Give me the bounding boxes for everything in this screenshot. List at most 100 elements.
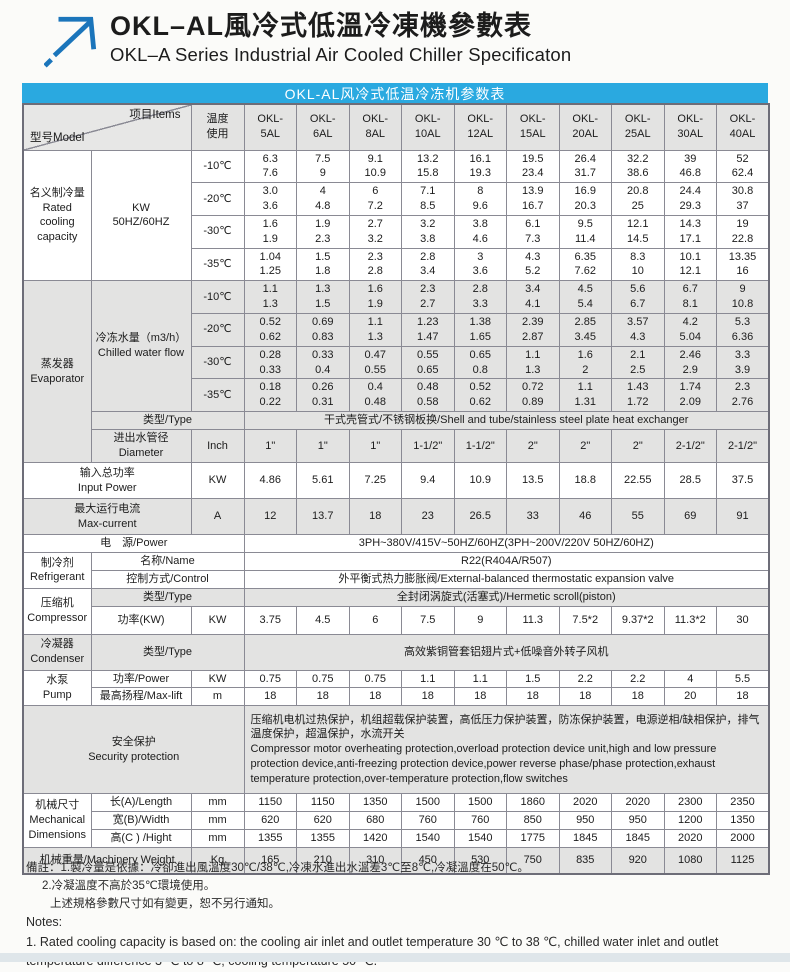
length-label: 长(A)/Length [90,793,192,813]
value-cell: 33 [506,498,560,536]
value-cell: 1.23 1.47 [401,312,455,347]
value-cell: 7.25 [348,462,402,500]
value-cell: 18 [453,687,507,707]
model-items-header-cell: 型号Model 项目Items [22,103,192,151]
security-value-zh: 压缩机电机过热保护，机组超载保护装置，高低压力保护装置，防冻保护装置，电源逆相/… [250,713,760,741]
evap-type-value: 干式壳管式/不锈钢板换/Shell and tube/stainless ste… [243,411,770,431]
evaporator-row: -35℃ 0.18 0.22 0.26 0.31 0.4 0.48 0.48 0.58… [23,378,770,413]
security-value: 压缩机电机过热保护，机组超载保护装置，高低压力保护装置，防冻保护装置，电源逆相/… [243,705,770,795]
value-cell: 23 [401,498,455,536]
value-cell: 2.8 3.4 [401,247,455,282]
condenser-type-label: 类型/Type [90,633,245,671]
value-cell: 22.55 [611,462,665,500]
value-cell: 19 22.8 [716,214,770,249]
value-cell: 3.4 4.1 [506,280,560,314]
value-cell: 2.8 3.3 [453,280,507,314]
value-cell: 0.69 0.83 [296,312,350,347]
value-cell: OKL- 8AL [348,103,402,151]
value-cell: 3.2 3.8 [401,214,455,249]
value-cell: 2020 [663,828,717,848]
value-cell: 13.5 [506,462,560,500]
value-cell: 1.5 [506,669,560,689]
rated-row: -20℃ 3.0 3.6 4 4.8 6 7.2 7.1 8.5 8 9.6 13.9 1… [23,182,770,216]
value-cell: 26.4 31.7 [558,149,612,184]
value-cell: 52 62.4 [716,149,770,184]
pump-lift-label: 最高扬程/Max-lift [90,687,192,707]
value-cell: 1150 [243,793,297,813]
value-cell: 7.5 [401,605,455,635]
value-cell: 1" [243,429,297,464]
temp-cell: -35℃ [190,378,245,413]
value-cell: 1500 [453,793,507,813]
height-unit: mm [190,828,245,848]
height-label: 高(C ) /Hight [90,828,192,848]
value-cell: 7.1 8.5 [401,182,455,216]
value-cell: 8.3 10 [611,247,665,282]
temp-header-cell: 温度 使用 [190,103,245,151]
value-cell: 20.8 25 [611,182,665,216]
value-cell: 3.3 3.9 [716,345,770,380]
value-cell: 9.5 11.4 [558,214,612,249]
compressor-type-row: 压缩机 Compressor 类型/Type 全封闭涡旋式(活塞式)/Herme… [22,587,770,635]
note-zh-1: 備註：1.製冷量是依據：冷卻進出風溫度30℃/38℃,冷凍水進出水溫差3℃至8℃… [26,862,529,874]
value-cell: 0.75 [243,669,297,689]
value-cell: 0.47 0.55 [348,345,402,380]
value-cell: 2300 [663,793,717,813]
value-cell: 6.3 7.6 [243,149,297,184]
value-cell: 450 [401,846,455,875]
evaporator-label: 蒸发器 Evaporator [22,280,92,464]
value-cell: OKL- 12AL [453,103,507,151]
value-cell: 1.6 1.9 [348,280,402,314]
note-zh-2: 2.冷凝溫度不高於35℃環境使用。 [42,879,216,892]
value-cell: 0.28 0.33 [243,345,297,380]
value-cell: 5.5 [716,669,770,689]
refrigerant-label: 制冷剂 Refrigerant [22,552,92,589]
value-cell: 4.2 5.04 [663,312,717,347]
compressor-type-value: 全封闭涡旋式(活塞式)/Hermetic scroll(piston) [243,587,770,607]
value-cell: 1080 [663,846,717,875]
refrigerant-control-row: 控制方式/Control 外平衡式热力膨胀阀/External-balanced… [23,569,770,589]
max-current-row: 最大运行电流 Max-current A 12 13.7 18 23 26.5 33 46 5… [22,498,770,536]
value-cell: 12.1 14.5 [611,214,665,249]
value-cell: 18 [401,687,455,707]
value-cell: OKL- 5AL [243,103,297,151]
evap-type-label: 类型/Type [90,411,245,431]
value-cell: 0.48 0.58 [401,378,455,413]
value-cell: 6 [348,605,402,635]
value-cell: 530 [453,846,507,875]
items-header-label: 项目Items [129,109,181,121]
value-cell: 5.6 6.7 [611,280,665,314]
value-cell: 7.5 9 [296,149,350,184]
value-cell: 0.52 0.62 [453,378,507,413]
value-cell: OKL- 6AL [296,103,350,151]
value-cell: 18 [716,687,770,707]
value-cell: 1200 [663,811,717,830]
value-cell: 1.1 [453,669,507,689]
value-cell: 11.3 [506,605,560,635]
header-row: 型号Model 项目Items 温度 使用 OKL- 5AL OKL- 6AL OK… [22,103,770,151]
value-cell: 1355 [243,828,297,848]
value-cell: 18 [506,687,560,707]
table-title-bar: OKL-AL风冷式低温冷冻机参数表 [22,83,768,103]
value-cell: 18 [243,687,297,707]
value-cell: OKL- 20AL [558,103,612,151]
value-cell: 0.33 0.4 [296,345,350,380]
value-cell: 12 [243,498,297,536]
diameter-unit: Inch [190,429,245,464]
chilled-water-flow-label: 冷冻水量（m3/h） Chilled water flow [90,280,192,413]
value-cell: 1540 [401,828,455,848]
value-cell: 1.04 1.25 [243,247,297,282]
value-cell: 1.5 1.8 [296,247,350,282]
pump-power-row: 水泵 Pump 功率/Power KW 0.75 0.75 0.75 1.1 1.1 1.… [22,669,770,707]
value-cell: 9.1 10.9 [348,149,402,184]
value-cell: 2.3 2.8 [348,247,402,282]
value-cell: 4 [663,669,717,689]
value-cell: 13.7 [296,498,350,536]
value-cell: 28.5 [663,462,717,500]
value-cell: 920 [611,846,665,875]
max-current-unit: A [190,498,245,536]
value-cell: OKL- 15AL [506,103,560,151]
value-cell: 14.3 17.1 [663,214,717,249]
security-label: 安全保护 Security protection [22,705,245,795]
value-cell: 835 [558,846,612,875]
